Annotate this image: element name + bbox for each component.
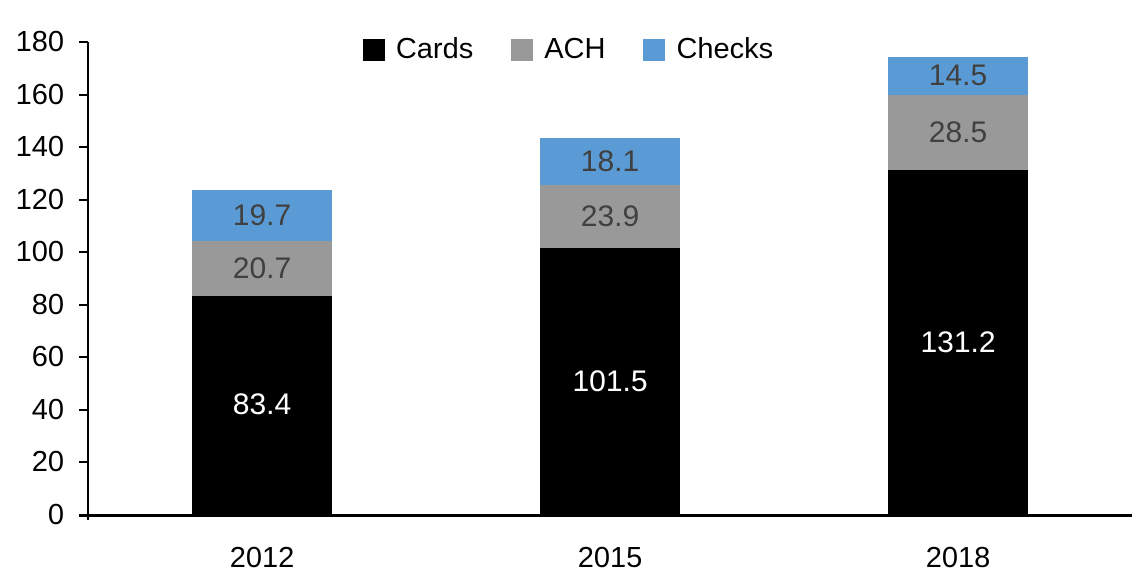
y-tick-mark (79, 41, 88, 43)
bar-segment-cards-2015: 101.5 (540, 248, 680, 515)
y-tick-mark (79, 93, 88, 96)
y-tick-mark (79, 514, 88, 516)
legend-label: Checks (676, 33, 774, 65)
legend-label: ACH (544, 33, 606, 65)
bar-segment-ach-2012: 20.7 (192, 241, 332, 296)
y-tick-label: 0 (47, 499, 64, 531)
segment-data-label: 83.4 (232, 388, 292, 422)
y-tick-label: 180 (15, 26, 64, 58)
y-tick-mark (79, 198, 88, 201)
legend: Cards ACH Checks (0, 33, 1136, 66)
y-tick-mark (79, 251, 88, 254)
x-tick-label-2015: 2015 (577, 542, 643, 574)
segment-data-label: 131.2 (920, 325, 996, 359)
segment-data-label: 23.9 (580, 199, 640, 233)
legend-item-ach: ACH (511, 33, 605, 66)
legend-swatch-checks (643, 38, 666, 61)
x-tick-label-2018: 2018 (925, 542, 991, 574)
x-tick-label-2012: 2012 (229, 542, 295, 574)
bar-segment-checks-2018: 14.5 (888, 57, 1028, 96)
legend-item-checks: Checks (643, 33, 773, 66)
bar-segment-cards-2018: 131.2 (888, 170, 1028, 515)
bar-segment-checks-2015: 18.1 (540, 137, 680, 186)
legend-item-cards: Cards (362, 33, 474, 66)
y-tick-label: 40 (31, 393, 64, 426)
y-tick-mark (79, 461, 88, 464)
segment-data-label: 14.5 (928, 59, 988, 93)
y-tick-label: 160 (15, 78, 64, 111)
segment-data-label: 101.5 (572, 364, 648, 398)
legend-swatch-ach (511, 38, 534, 61)
bar-segment-ach-2015: 23.9 (540, 185, 680, 249)
x-axis-line (79, 514, 1132, 517)
legend-swatch-cards (362, 38, 385, 61)
legend-label: Cards (395, 33, 474, 65)
bar-segment-cards-2012: 83.4 (192, 295, 332, 515)
segment-data-label: 28.5 (928, 115, 988, 149)
y-axis-line (87, 42, 89, 520)
bar-segment-checks-2012: 19.7 (192, 189, 332, 242)
segment-data-label: 19.7 (232, 198, 292, 232)
y-tick-mark (79, 303, 88, 306)
y-tick-mark (79, 356, 88, 359)
segment-data-label: 20.7 (232, 251, 292, 285)
y-tick-mark (79, 146, 88, 149)
y-tick-label: 120 (15, 183, 64, 216)
segment-data-label: 18.1 (580, 144, 640, 178)
y-tick-label: 20 (31, 446, 64, 479)
bar-segment-ach-2018: 28.5 (888, 95, 1028, 171)
y-tick-label: 140 (15, 131, 64, 164)
y-tick-mark (79, 408, 88, 411)
y-tick-label: 60 (31, 341, 64, 374)
y-tick-label: 80 (31, 288, 64, 321)
y-tick-label: 100 (15, 236, 64, 269)
